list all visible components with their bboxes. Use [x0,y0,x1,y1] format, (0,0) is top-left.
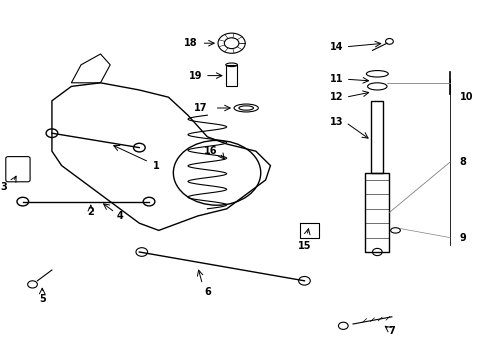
Text: 19: 19 [188,71,202,81]
Text: 8: 8 [459,157,466,167]
Text: 1: 1 [153,161,160,171]
Text: 9: 9 [459,233,466,243]
Bar [365,173,388,252]
Text: 11: 11 [329,74,343,84]
Text: 10: 10 [459,92,472,102]
Text: 7: 7 [387,326,394,336]
Text: 12: 12 [329,92,343,102]
Text: 15: 15 [297,241,310,251]
Text: 3: 3 [0,182,7,192]
Text: 17: 17 [193,103,207,113]
Text: 18: 18 [183,38,197,48]
Text: 14: 14 [329,42,343,52]
Bar [225,65,237,86]
Bar [370,101,383,173]
Text: 16: 16 [203,146,217,156]
Text: 13: 13 [329,117,343,127]
Text: 2: 2 [87,207,94,217]
Text: 4: 4 [116,211,123,221]
Text: 5: 5 [39,294,45,304]
Text: 6: 6 [203,287,210,297]
